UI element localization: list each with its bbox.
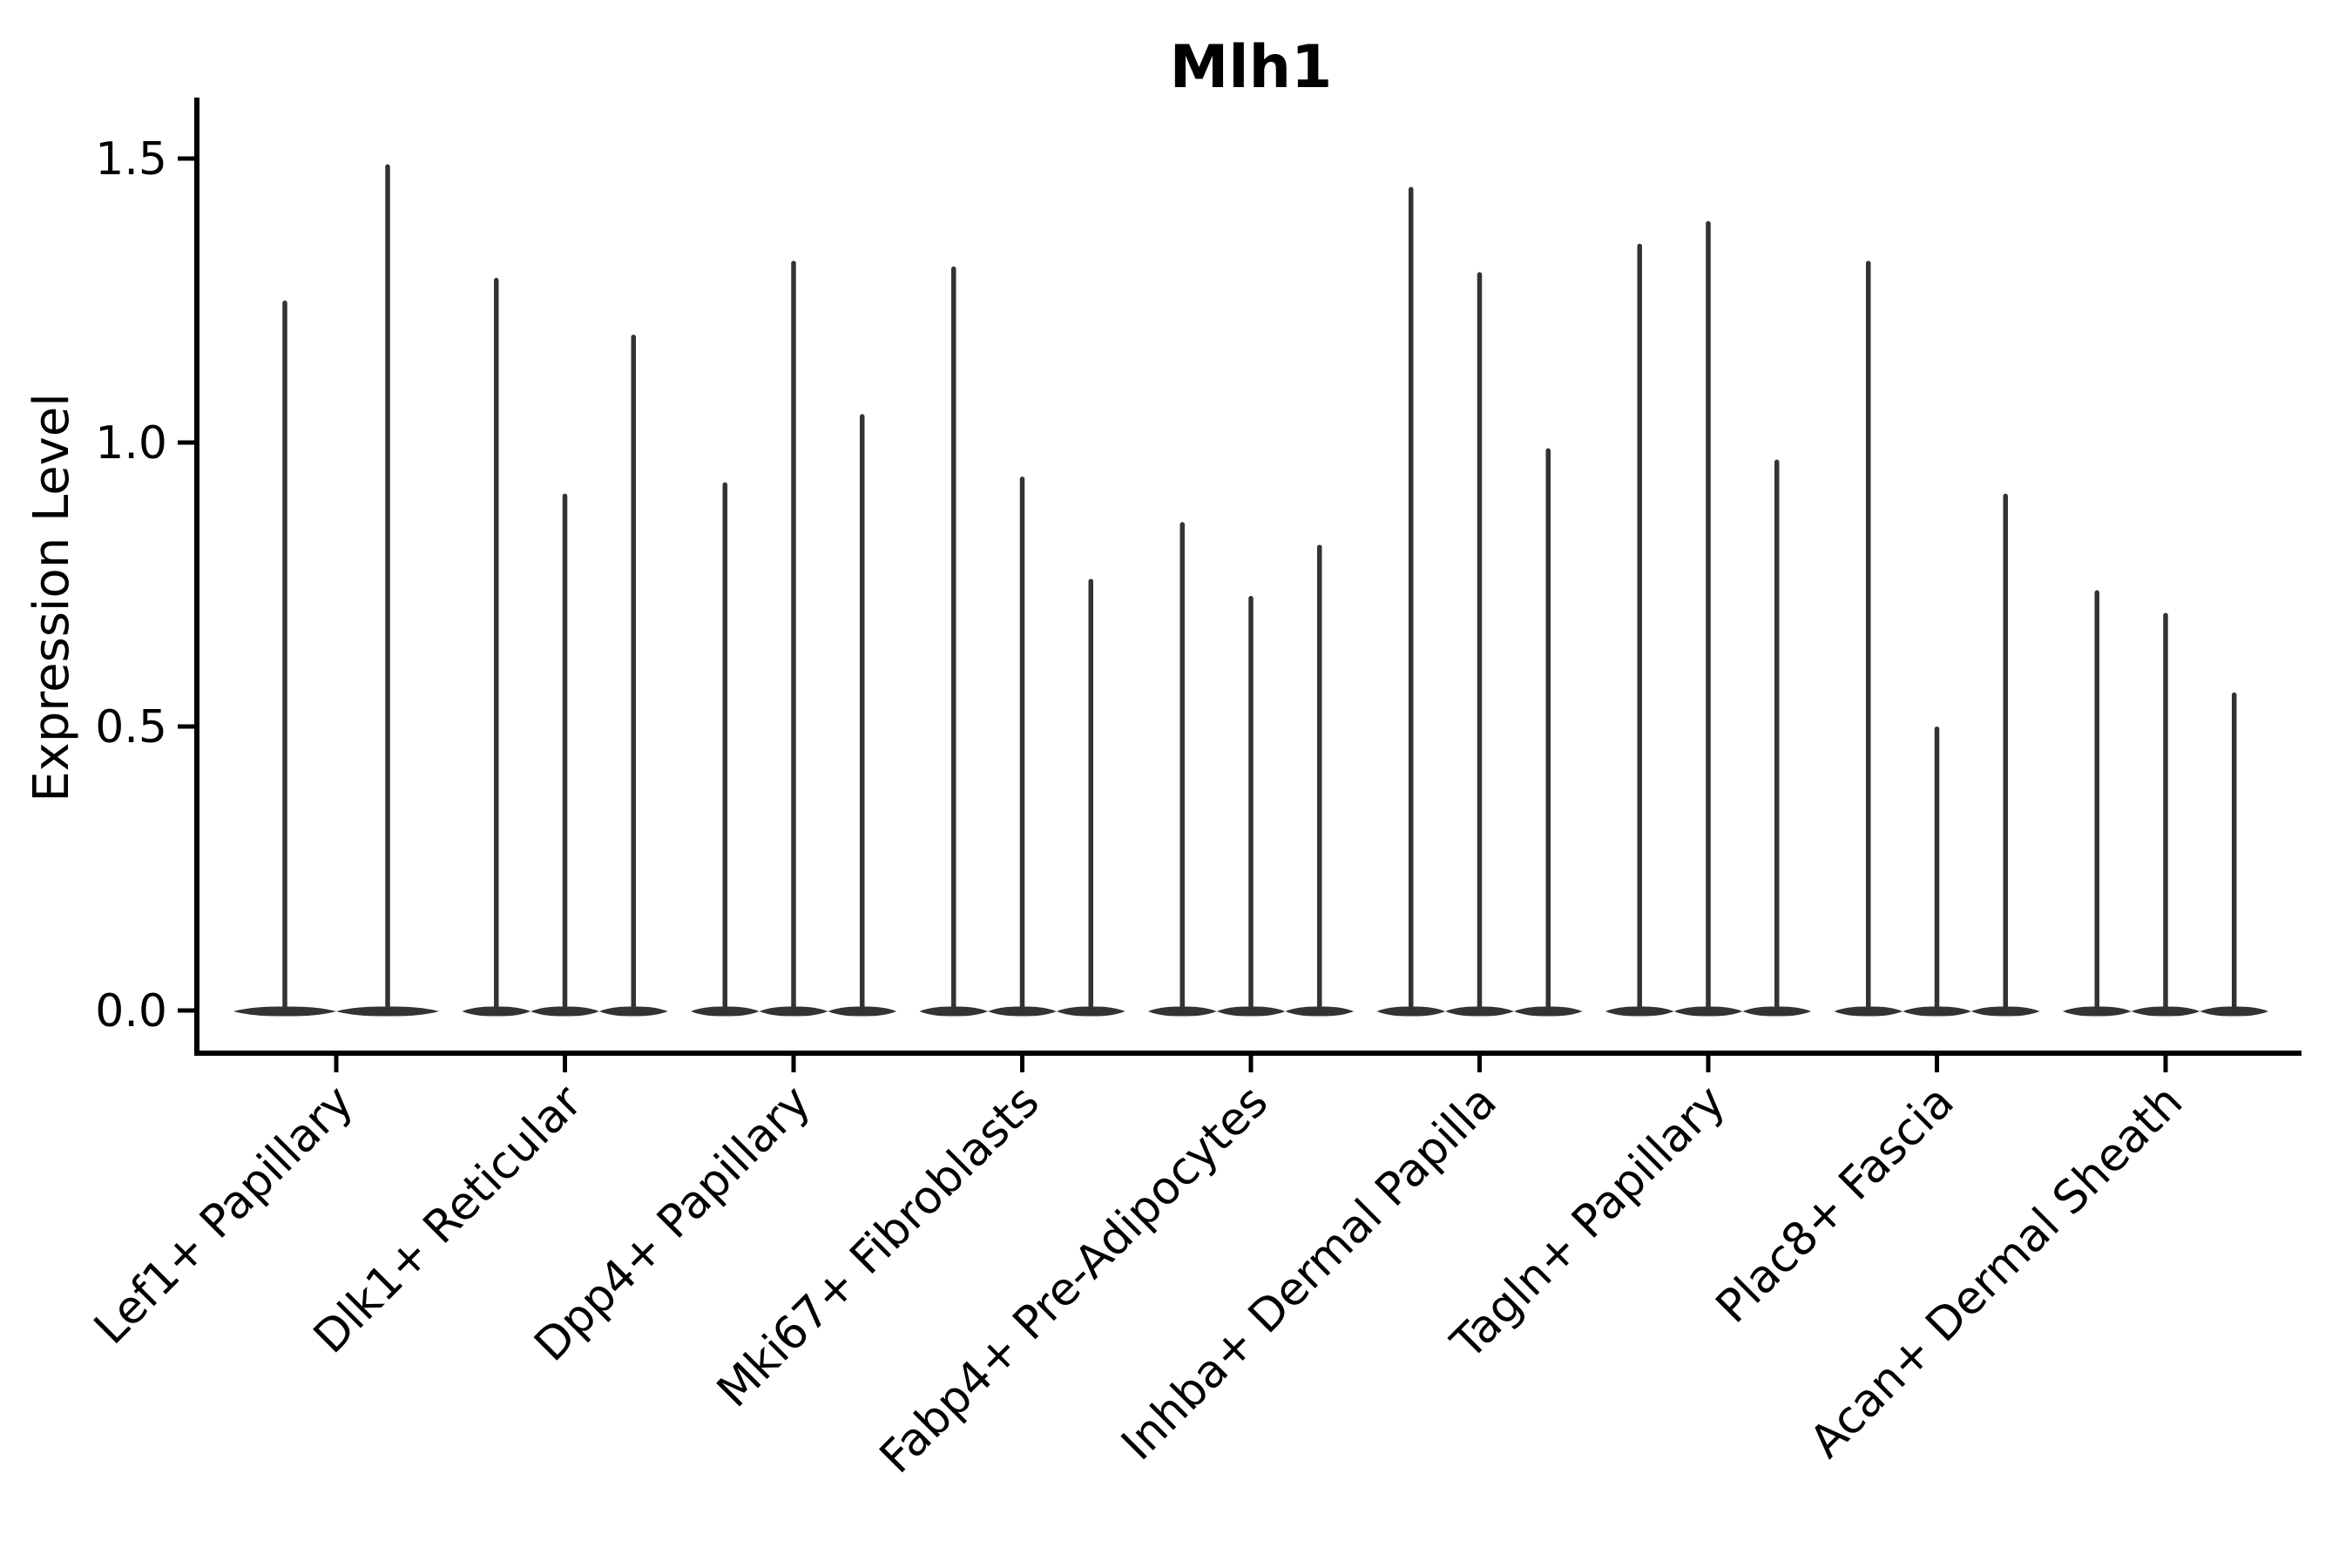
violin-spike <box>1179 522 1185 1014</box>
y-axis-label: Expression Level <box>24 393 80 802</box>
violin-spike <box>1934 727 1940 1014</box>
violin-spike <box>1706 220 1711 1015</box>
violin-spike <box>1637 243 1642 1014</box>
x-tick-label: Fabp4+ Pre-Adipocytes <box>870 1076 1278 1484</box>
violin-spike <box>1317 544 1322 1014</box>
chart-title: Mlh1 <box>1170 33 1333 102</box>
violin-spike <box>1866 260 1871 1014</box>
x-tick-label: Acan+ Dermal Sheath <box>1801 1076 2193 1469</box>
violin-spike <box>2232 692 2237 1014</box>
y-tick-label: 0.5 <box>95 701 167 754</box>
violin-spike <box>1774 459 1780 1014</box>
violin-spike <box>1248 596 1254 1014</box>
violin-spike <box>562 493 568 1014</box>
violin-spike <box>791 260 796 1014</box>
y-tick-label: 1.0 <box>95 417 167 470</box>
violin-spike <box>2094 590 2099 1014</box>
violin-spike <box>1088 578 1093 1014</box>
violin-spike <box>1477 272 1483 1014</box>
violin-spike <box>385 164 390 1014</box>
violin-spike <box>1545 448 1551 1014</box>
y-tick-label: 1.5 <box>95 133 167 186</box>
x-tick-label: Plac8+ Fascia <box>1707 1076 1964 1334</box>
violin-spike <box>1409 186 1414 1015</box>
violin-spike <box>1019 476 1025 1014</box>
violin-spike <box>494 277 499 1014</box>
y-tick-label: 0.0 <box>95 985 167 1037</box>
x-tick-label: Inhba+ Dermal Papilla <box>1112 1076 1506 1470</box>
violin-spike <box>860 414 865 1014</box>
violin-spike <box>951 266 956 1014</box>
violin-spike <box>2003 493 2008 1014</box>
violin-spike <box>282 301 287 1014</box>
violin-spike <box>722 482 727 1014</box>
violin-series <box>233 164 2269 1017</box>
y-axis-ticks: 0.0 0.5 1.0 1.5 <box>95 133 197 1037</box>
violin-spike <box>631 335 636 1014</box>
violin-spike <box>2163 612 2168 1014</box>
